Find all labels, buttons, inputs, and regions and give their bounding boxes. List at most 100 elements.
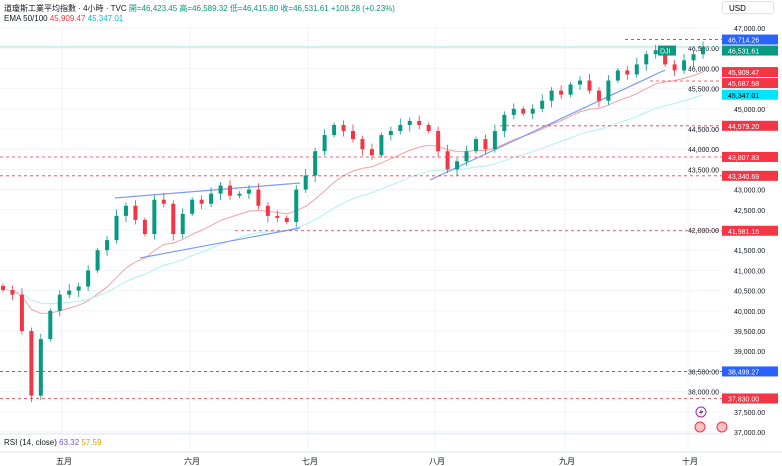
candle-body — [502, 114, 507, 132]
candle-body — [199, 199, 204, 204]
candle-body — [483, 139, 488, 150]
candle-body — [549, 90, 554, 101]
candle — [701, 41, 705, 59]
candle — [426, 122, 431, 134]
candle — [351, 124, 355, 143]
candle-body — [417, 120, 422, 125]
candle-body — [615, 70, 620, 81]
candle-body — [379, 135, 384, 156]
candle — [1, 283, 5, 293]
level-price-label: 43,807.83 — [728, 155, 759, 162]
candle — [369, 143, 374, 160]
current-price-tag — [722, 45, 778, 56]
candle — [265, 202, 270, 223]
candle — [530, 104, 535, 120]
candle-body — [303, 175, 308, 190]
candle-body — [369, 149, 374, 156]
rsi-value: 63.32 — [59, 438, 80, 447]
y-tick-label: 41,500.00 — [734, 248, 765, 255]
candle — [322, 129, 327, 156]
candle — [559, 85, 564, 100]
candle — [540, 94, 545, 113]
us-flag-event-icon — [694, 421, 706, 433]
candle — [284, 215, 289, 225]
symbol-tag-label: DJI — [660, 49, 671, 56]
ema50_last-label: 45,909.47 — [728, 70, 759, 77]
y-tick-label: 40,000.00 — [734, 309, 765, 316]
candle-body — [445, 151, 450, 170]
candle — [275, 210, 280, 223]
candle — [142, 217, 147, 237]
candle — [237, 191, 242, 199]
candle-body — [246, 189, 251, 194]
candle-body — [332, 124, 337, 136]
candle-body — [530, 108, 535, 114]
candle — [596, 87, 601, 108]
candle-body — [313, 151, 318, 176]
trend-line — [139, 227, 301, 259]
candle-body — [436, 131, 441, 152]
candle-body — [275, 215, 280, 218]
candle-body — [228, 185, 233, 196]
ema50_last-tag — [722, 67, 778, 78]
candle-body — [407, 120, 412, 125]
level-price-label: 45,687.58 — [728, 81, 759, 88]
candle-body — [578, 80, 583, 85]
candle — [114, 209, 119, 244]
candle — [464, 145, 469, 166]
candle — [379, 132, 384, 158]
y-tick-label: 44,000.00 — [688, 147, 719, 154]
candle — [29, 327, 34, 403]
candle — [549, 87, 554, 108]
candle-body — [464, 151, 469, 162]
candle-body — [48, 310, 53, 340]
y-tick-label: 46,000.00 — [688, 66, 719, 73]
candle-body — [672, 64, 677, 71]
x-tick-label: 五月 — [56, 457, 72, 466]
candle — [228, 180, 233, 201]
candle-body — [559, 90, 564, 95]
candle-body — [67, 290, 72, 295]
candle-body — [625, 70, 630, 75]
candle-body — [265, 205, 270, 216]
candle-body — [256, 189, 261, 206]
level-price-tag — [722, 170, 778, 181]
candle — [218, 182, 223, 201]
candle — [57, 290, 62, 317]
candle — [161, 193, 166, 208]
ema100-value: 45,347.01 — [87, 14, 124, 23]
candle-body — [653, 50, 658, 55]
ema50-line — [2, 71, 704, 314]
candle-body — [284, 217, 289, 222]
rsi-ma-value: 57.59 — [81, 438, 102, 447]
candle-body — [521, 108, 526, 114]
currency-button[interactable]: USD — [722, 1, 774, 14]
price-change: +108.28 (+0.23%) — [330, 4, 395, 13]
candle-body — [105, 240, 110, 251]
level-price-tag — [722, 34, 778, 45]
level-price-tag — [722, 366, 778, 377]
candle-body — [540, 100, 545, 109]
candle — [152, 195, 157, 240]
candle-body — [322, 135, 327, 152]
candle — [521, 106, 526, 117]
candle — [313, 147, 318, 182]
candle-body — [142, 219, 147, 235]
candle — [492, 124, 497, 153]
rsi-legend[interactable]: RSI (14, close) 63.32 57.59 — [4, 438, 101, 447]
level-price-tag — [722, 78, 778, 89]
candle — [625, 65, 630, 80]
candle-body — [38, 339, 43, 396]
candle-body — [473, 139, 478, 152]
ema-legend[interactable]: EMA 50/100 45,909.47 45,347.01 — [4, 14, 123, 23]
candle — [606, 75, 611, 106]
candle-body — [596, 90, 601, 101]
flash-event-glyph — [699, 408, 704, 416]
y-tick-label: 39,000.00 — [734, 349, 765, 356]
candle — [473, 136, 478, 154]
candle — [180, 208, 185, 239]
candle-body — [455, 161, 460, 170]
candle-body — [568, 84, 573, 95]
candle — [417, 115, 422, 130]
